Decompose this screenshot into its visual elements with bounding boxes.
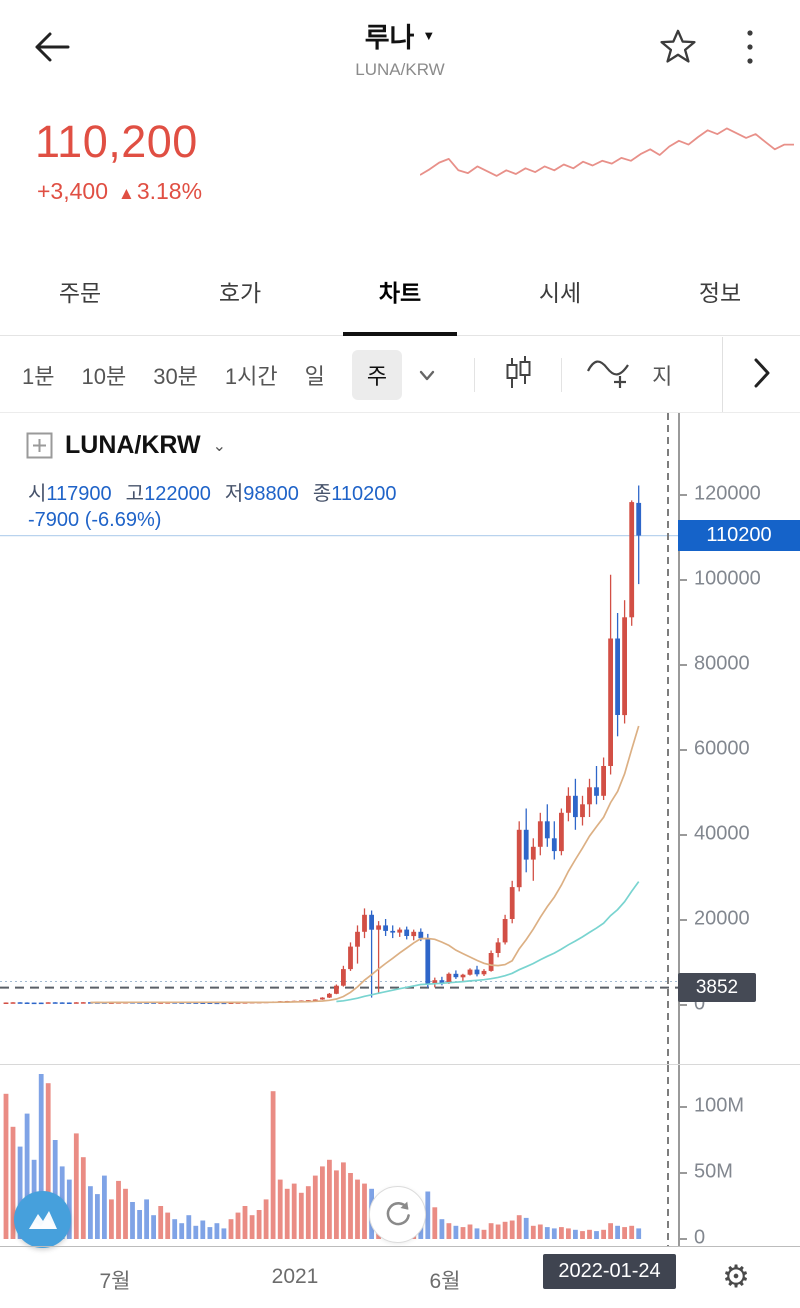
time-axis: 7월 2021 6월 2022-01-24 ⚙	[0, 1246, 800, 1308]
high-label: 고	[125, 483, 145, 505]
top-bar: 루나 ▼ LUNA/KRW	[0, 0, 800, 96]
close-label: 종	[312, 483, 332, 505]
ohlc-readout: 시117900 고122000 저98800 종110200	[28, 477, 411, 506]
chart-symbol[interactable]: LUNA/KRW	[65, 431, 201, 459]
toolbar-divider	[561, 357, 563, 392]
chevron-right-icon	[754, 358, 769, 388]
arrow-left-icon	[35, 32, 70, 61]
volume-axis-label: 100M	[694, 1094, 745, 1117]
more-menu-button[interactable]	[732, 26, 768, 70]
price-axis-label: 0	[694, 992, 706, 1015]
price-axis-label: 80000	[694, 652, 750, 675]
back-button[interactable]	[30, 26, 74, 70]
chart-toolbar: 1분 10분 30분 1시간 일 주 지	[0, 337, 800, 413]
current-price: 110,200	[35, 116, 198, 167]
price-axis-tick	[678, 494, 687, 496]
line-plus-icon	[587, 360, 630, 388]
low-value: 98800	[243, 483, 299, 505]
volume-axis-label: 50M	[694, 1160, 733, 1183]
page-title: 루나	[364, 23, 415, 53]
refresh-icon	[386, 1201, 410, 1225]
chart-symbol-row: LUNA/KRW ⌄	[26, 431, 226, 460]
price-axis-label: 120000	[694, 482, 761, 505]
timeframe-10min[interactable]: 10분	[81, 363, 127, 389]
change-amount: +3,400	[37, 178, 108, 204]
volume-axis-tick	[678, 1238, 687, 1240]
indicator-tool-button[interactable]	[580, 355, 636, 394]
mini-price-sparkline	[420, 127, 794, 177]
tab-order[interactable]: 주문	[58, 279, 102, 306]
symbol-title-selector[interactable]: 루나 ▼ LUNA/KRW	[0, 16, 800, 80]
price-axis-tick	[678, 919, 687, 921]
timeframe-30min[interactable]: 30분	[153, 363, 198, 389]
add-compare-button[interactable]	[26, 432, 53, 459]
timeframe-1min[interactable]: 1분	[22, 363, 55, 389]
tab-info[interactable]: 정보	[698, 279, 742, 306]
price-axis-tick	[678, 664, 687, 666]
price-axis-tick	[678, 749, 687, 751]
favorite-star-button[interactable]	[656, 26, 700, 70]
marked-price-tag: 3852	[678, 973, 756, 1003]
refresh-button[interactable]	[369, 1186, 426, 1243]
open-label: 시	[28, 483, 47, 505]
volume-axis-label: 0	[694, 1226, 706, 1249]
toolbar-next-button[interactable]	[722, 337, 800, 412]
tab-market[interactable]: 시세	[538, 279, 582, 306]
symbol-subtitle: LUNA/KRW	[355, 60, 445, 79]
main-tabs: 주문 호가 차트 시세 정보	[0, 246, 800, 336]
tab-chart[interactable]: 차트	[320, 246, 480, 335]
change-percent: 3.18%	[136, 178, 203, 204]
volume-panel[interactable]	[0, 1064, 800, 1248]
indicator-label: 지	[652, 363, 673, 389]
current-price-tag: 110200	[678, 520, 800, 552]
volume-axis-tick	[678, 1172, 687, 1174]
price-axis-label: 60000	[694, 737, 750, 760]
x-label: 6월	[429, 1270, 461, 1293]
tab-orderbook[interactable]: 호가	[218, 279, 262, 306]
price-axis-line	[678, 413, 680, 1247]
area-chart-icon	[28, 1210, 57, 1229]
star-icon	[660, 29, 696, 63]
chart-style-button[interactable]	[14, 1191, 71, 1248]
candlestick-icon	[506, 356, 531, 388]
price-axis-tick	[678, 579, 687, 581]
x-label: 7월	[99, 1270, 131, 1293]
candle-change-readout: -7900 (-6.69%)	[28, 509, 162, 531]
chart-settings-button[interactable]: ⚙	[710, 1253, 762, 1301]
selected-date-tag: 2022-01-24	[543, 1254, 676, 1289]
candle-style-button[interactable]	[493, 354, 543, 395]
timeframe-day[interactable]: 일	[304, 363, 325, 389]
price-axis-label: 100000	[694, 567, 761, 590]
timeframe-week[interactable]: 주	[351, 349, 403, 400]
candlestick-chart[interactable]	[0, 413, 678, 1064]
title-dropdown-icon: ▼	[422, 28, 436, 43]
high-value: 122000	[144, 483, 211, 505]
timeframe-1hour[interactable]: 1시간	[224, 363, 278, 389]
symbol-chevron-icon: ⌄	[212, 437, 227, 455]
volume-axis-tick	[678, 1106, 687, 1108]
square-plus-icon	[26, 432, 53, 459]
volume-chart[interactable]	[0, 1065, 678, 1247]
open-value: 117900	[46, 483, 112, 505]
low-label: 저	[224, 483, 244, 505]
up-arrow-icon: ▲	[118, 184, 135, 203]
price-axis-tick	[678, 1004, 687, 1006]
toolbar-divider	[474, 357, 476, 392]
price-axis-label: 40000	[694, 822, 750, 845]
x-label: 2021	[271, 1265, 319, 1288]
price-summary: 110,200 +3,400 ▲3.18%	[0, 98, 800, 246]
price-axis-tick	[678, 834, 687, 836]
close-value: 110200	[331, 483, 397, 505]
price-axis-label: 20000	[694, 907, 750, 930]
timeframe-chevron-icon[interactable]	[412, 360, 442, 390]
kebab-menu-icon	[747, 29, 753, 64]
price-chart-panel[interactable]: LUNA/KRW ⌄ 시117900 고122000 저98800 종110200 -…	[0, 413, 800, 1064]
price-change: +3,400 ▲3.18%	[37, 178, 202, 205]
